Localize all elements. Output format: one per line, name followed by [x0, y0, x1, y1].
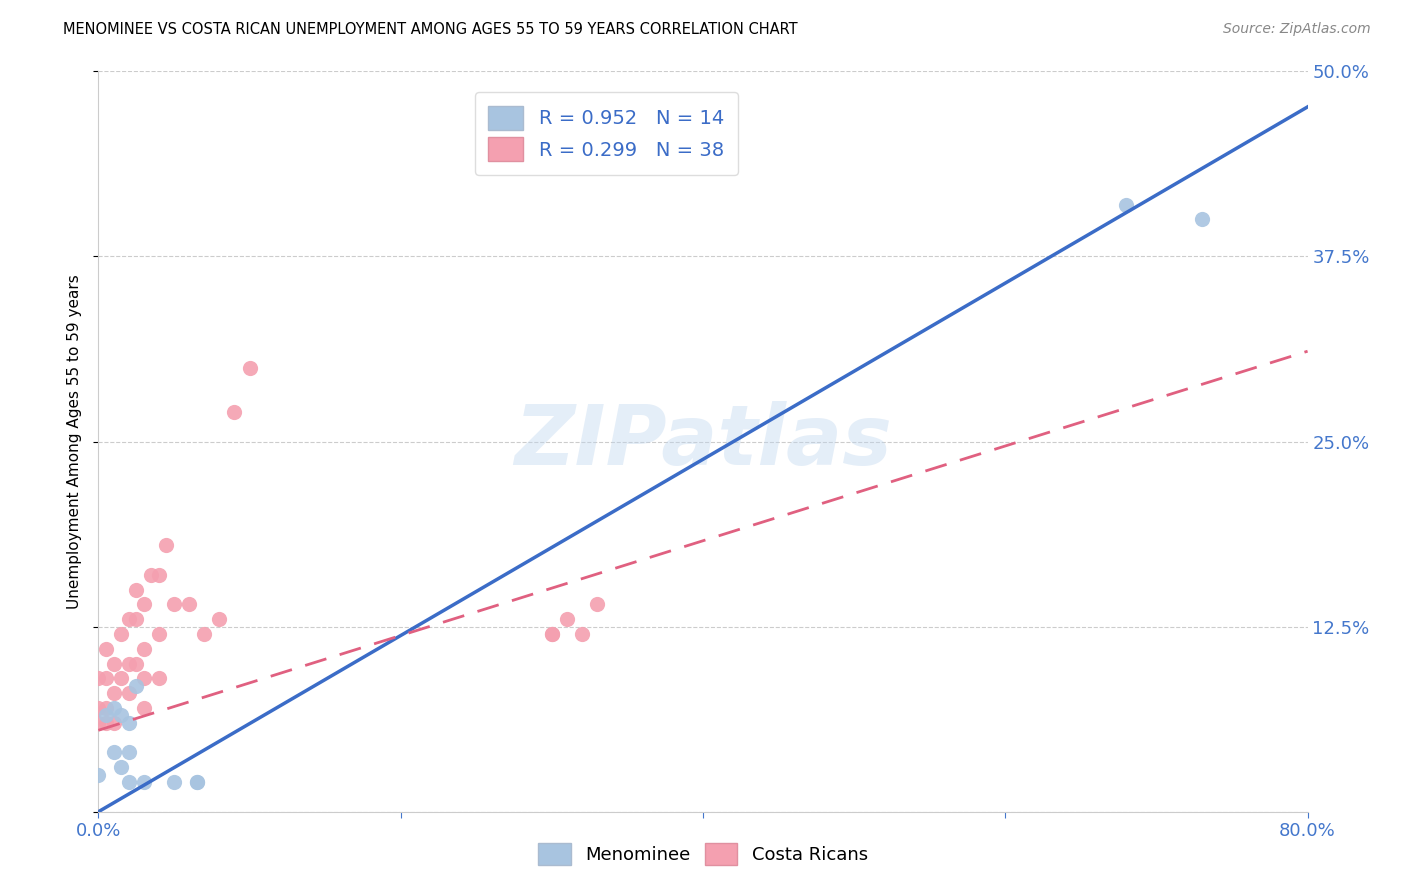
Point — [186, 775, 208, 789]
Point — [540, 627, 562, 641]
Point — [103, 657, 125, 671]
Point — [103, 715, 125, 730]
Point — [148, 672, 170, 686]
Point — [103, 686, 125, 700]
Legend: Menominee, Costa Ricans: Menominee, Costa Ricans — [531, 836, 875, 872]
Point — [110, 760, 132, 774]
Point — [110, 708, 132, 723]
Point — [239, 360, 262, 375]
Point — [94, 701, 117, 715]
Point — [118, 657, 141, 671]
Point — [118, 775, 141, 789]
Point — [193, 627, 215, 641]
Point — [110, 627, 132, 641]
Point — [125, 679, 148, 693]
Point — [148, 567, 170, 582]
Point — [132, 701, 155, 715]
Text: ZIPatlas: ZIPatlas — [515, 401, 891, 482]
Point — [132, 775, 155, 789]
Point — [148, 627, 170, 641]
Text: MENOMINEE VS COSTA RICAN UNEMPLOYMENT AMONG AGES 55 TO 59 YEARS CORRELATION CHAR: MENOMINEE VS COSTA RICAN UNEMPLOYMENT AM… — [63, 22, 797, 37]
Y-axis label: Unemployment Among Ages 55 to 59 years: Unemployment Among Ages 55 to 59 years — [67, 274, 83, 609]
Point — [118, 686, 141, 700]
Point — [224, 405, 246, 419]
Point — [103, 701, 125, 715]
Point — [118, 715, 141, 730]
Point — [118, 612, 141, 626]
Point — [125, 582, 148, 597]
Point — [1115, 197, 1137, 211]
Point — [163, 598, 186, 612]
Point — [179, 598, 201, 612]
Point — [163, 775, 186, 789]
Point — [94, 708, 117, 723]
Point — [87, 672, 110, 686]
Point — [110, 672, 132, 686]
Text: Source: ZipAtlas.com: Source: ZipAtlas.com — [1223, 22, 1371, 37]
Point — [94, 715, 117, 730]
Point — [87, 767, 110, 781]
Point — [540, 627, 562, 641]
Point — [132, 672, 155, 686]
Point — [94, 641, 117, 656]
Point — [155, 538, 177, 552]
Point — [94, 672, 117, 686]
Point — [186, 775, 208, 789]
Point — [103, 746, 125, 760]
Point — [586, 598, 609, 612]
Point — [87, 701, 110, 715]
Point — [1191, 212, 1213, 227]
Point — [141, 567, 163, 582]
Point — [555, 612, 578, 626]
Point — [118, 746, 141, 760]
Point — [132, 641, 155, 656]
Point — [87, 715, 110, 730]
Point — [208, 612, 231, 626]
Point — [125, 612, 148, 626]
Point — [132, 598, 155, 612]
Legend: R = 0.952   N = 14, R = 0.299   N = 38: R = 0.952 N = 14, R = 0.299 N = 38 — [475, 92, 738, 175]
Point — [571, 627, 593, 641]
Point — [125, 657, 148, 671]
